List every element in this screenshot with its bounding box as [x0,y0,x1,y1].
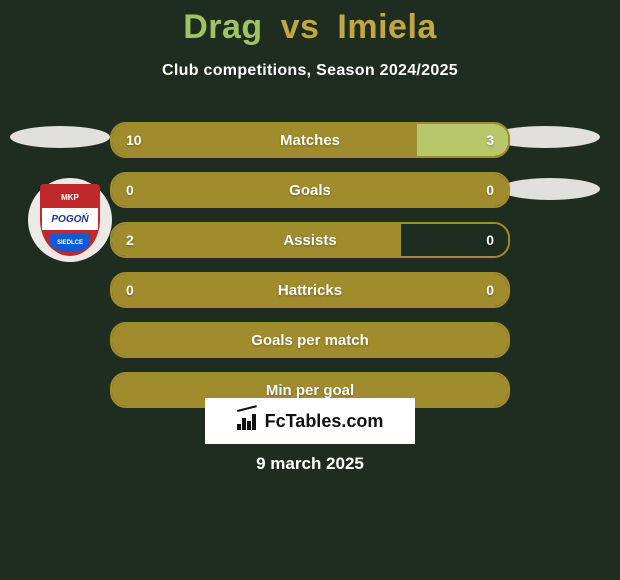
title-vs: vs [281,8,320,46]
stat-value-left: 0 [126,274,134,306]
stat-label: Hattricks [112,274,508,306]
stat-label: Matches [112,124,508,156]
stat-row: Goals0 0 [110,172,510,208]
club-badge-left: MKP POGOŃ SIEDLCE [28,178,112,262]
stat-value-left: 10 [126,124,142,156]
shield-mid-text: POGOŃ [42,208,98,230]
stat-row: Goals per match [110,322,510,358]
title-player-left: Drag [183,8,262,46]
stat-value-right: 0 [486,224,494,256]
watermark-fctables: FcTables.com [205,398,415,444]
fctables-icon [237,412,259,430]
stat-row: Hattricks0 0 [110,272,510,308]
stat-row: Matches10 3 [110,122,510,158]
card-date: 9 march 2025 [0,454,620,474]
stat-value-right: 0 [486,174,494,206]
stat-value-right: 3 [486,124,494,156]
stat-bars: Matches103Goals00Assists20Hattricks00Goa… [110,122,510,422]
stat-label: Goals [112,174,508,206]
stat-row: Assists2 0 [110,222,510,258]
comparison-card: Drag vs Imiela Club competitions, Season… [0,0,620,580]
stat-label: Goals per match [112,324,508,356]
shield-bot-text: SIEDLCE [50,234,90,252]
card-subtitle: Club competitions, Season 2024/2025 [0,62,620,80]
stat-value-left: 2 [126,224,134,256]
title-player-right: Imiela [337,8,436,46]
club-badge-shield: MKP POGOŃ SIEDLCE [40,184,100,256]
badge-right-placeholder [500,178,600,200]
avatar-left-placeholder [10,126,110,148]
stat-value-left: 0 [126,174,134,206]
watermark-text: FcTables.com [265,411,384,432]
shield-top-text: MKP [42,186,98,208]
stat-value-right: 0 [486,274,494,306]
card-title: Drag vs Imiela [0,8,620,47]
stat-label: Assists [112,224,508,256]
